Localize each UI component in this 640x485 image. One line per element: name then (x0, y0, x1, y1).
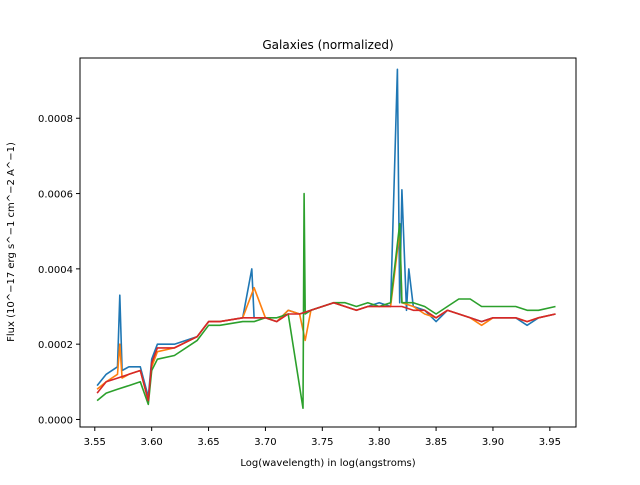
x-tick-label: 3.80 (368, 437, 390, 448)
x-tick-label: 3.65 (197, 437, 219, 448)
series-line-4 (96, 301, 556, 402)
y-axis: 0.0000 0.0002 0.0004 0.0006 0.0008 (38, 114, 80, 426)
y-tick-label: 0.0000 (38, 415, 73, 426)
y-tick-label: 0.0006 (38, 190, 73, 201)
plot-frame (79, 57, 577, 428)
x-tick-label: 3.90 (482, 437, 504, 448)
y-tick-label: 0.0008 (38, 114, 73, 125)
x-tick-label: 3.95 (539, 437, 561, 448)
chart-title: Galaxies (normalized) (262, 38, 393, 52)
x-tick-label: 3.75 (311, 437, 333, 448)
y-axis-label: Flux (10^−17 erg s^−1 cm^−2 A^−1) (6, 142, 17, 342)
y-tick-label: 0.0002 (38, 340, 73, 351)
x-axis-label: Log(wavelength) in log(angstroms) (240, 458, 415, 469)
x-axis: 3.55 3.60 3.65 3.70 3.75 3.80 3.85 3.90 3.95 (84, 427, 561, 448)
x-tick-label: 3.60 (141, 437, 163, 448)
x-tick-label: 3.85 (425, 437, 447, 448)
plot-lines (96, 68, 556, 410)
x-tick-label: 3.55 (84, 437, 106, 448)
y-tick-label: 0.0004 (38, 265, 73, 276)
x-tick-label: 3.70 (254, 437, 276, 448)
